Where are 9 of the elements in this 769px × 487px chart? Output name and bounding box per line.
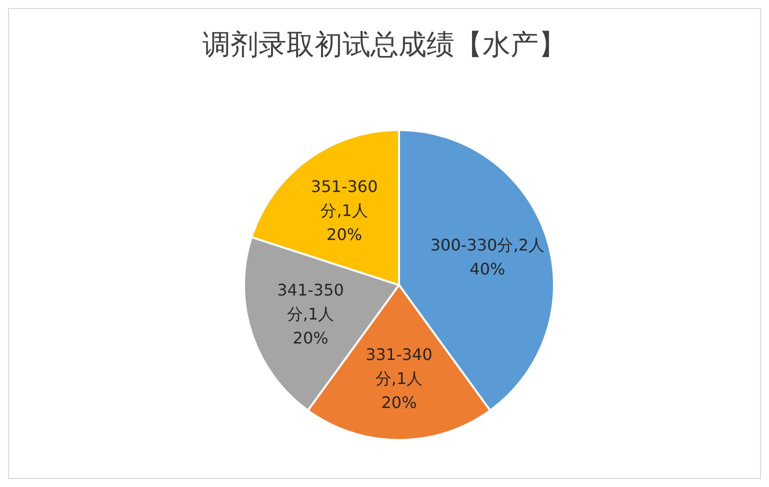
chart-title: 调剂录取初试总成绩【水产】 bbox=[202, 27, 568, 61]
slice-label: 300-330分,2人 bbox=[430, 234, 545, 254]
slice-label: 351-360分,1人 bbox=[310, 176, 378, 220]
slice-label: 331-340分,1人 bbox=[366, 344, 432, 388]
data-label: 20% bbox=[381, 392, 417, 412]
slice-label: 341-350分,1人 bbox=[277, 280, 344, 324]
data-label: 20% bbox=[292, 328, 328, 348]
data-label: 20% bbox=[326, 224, 362, 244]
data-label: 40% bbox=[470, 258, 506, 278]
